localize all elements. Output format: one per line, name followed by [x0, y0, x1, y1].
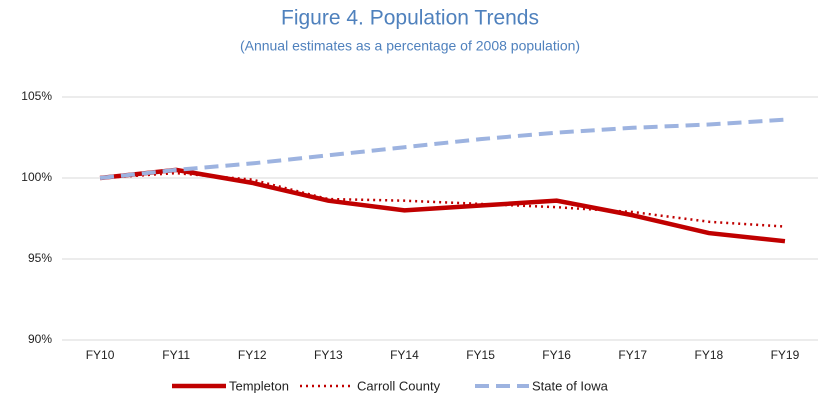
x-tick-label: FY19	[771, 348, 800, 362]
y-tick-label: 95%	[28, 251, 52, 265]
y-tick-label: 90%	[28, 332, 52, 346]
x-tick-label: FY16	[542, 348, 571, 362]
chart-title: Figure 4. Population Trends	[281, 7, 539, 30]
x-tick-label: FY14	[390, 348, 419, 362]
x-tick-label: FY13	[314, 348, 343, 362]
x-tick-label: FY10	[86, 348, 115, 362]
x-tick-label: FY11	[162, 348, 190, 362]
x-tick-label: FY15	[466, 348, 495, 362]
x-tick-label: FY18	[695, 348, 724, 362]
series-line	[99, 117, 786, 180]
chart-subtitle: (Annual estimates as a percentage of 200…	[240, 38, 580, 54]
x-tick-label: FY17	[618, 348, 647, 362]
legend-label: Carroll County	[357, 378, 441, 393]
series-line	[99, 167, 786, 244]
y-tick-label: 100%	[21, 170, 52, 184]
y-tick-label: 105%	[21, 89, 52, 103]
legend-label: Templeton	[229, 378, 289, 393]
x-tick-label: FY12	[238, 348, 267, 362]
series-line	[99, 171, 786, 228]
legend-label: State of Iowa	[532, 378, 609, 393]
